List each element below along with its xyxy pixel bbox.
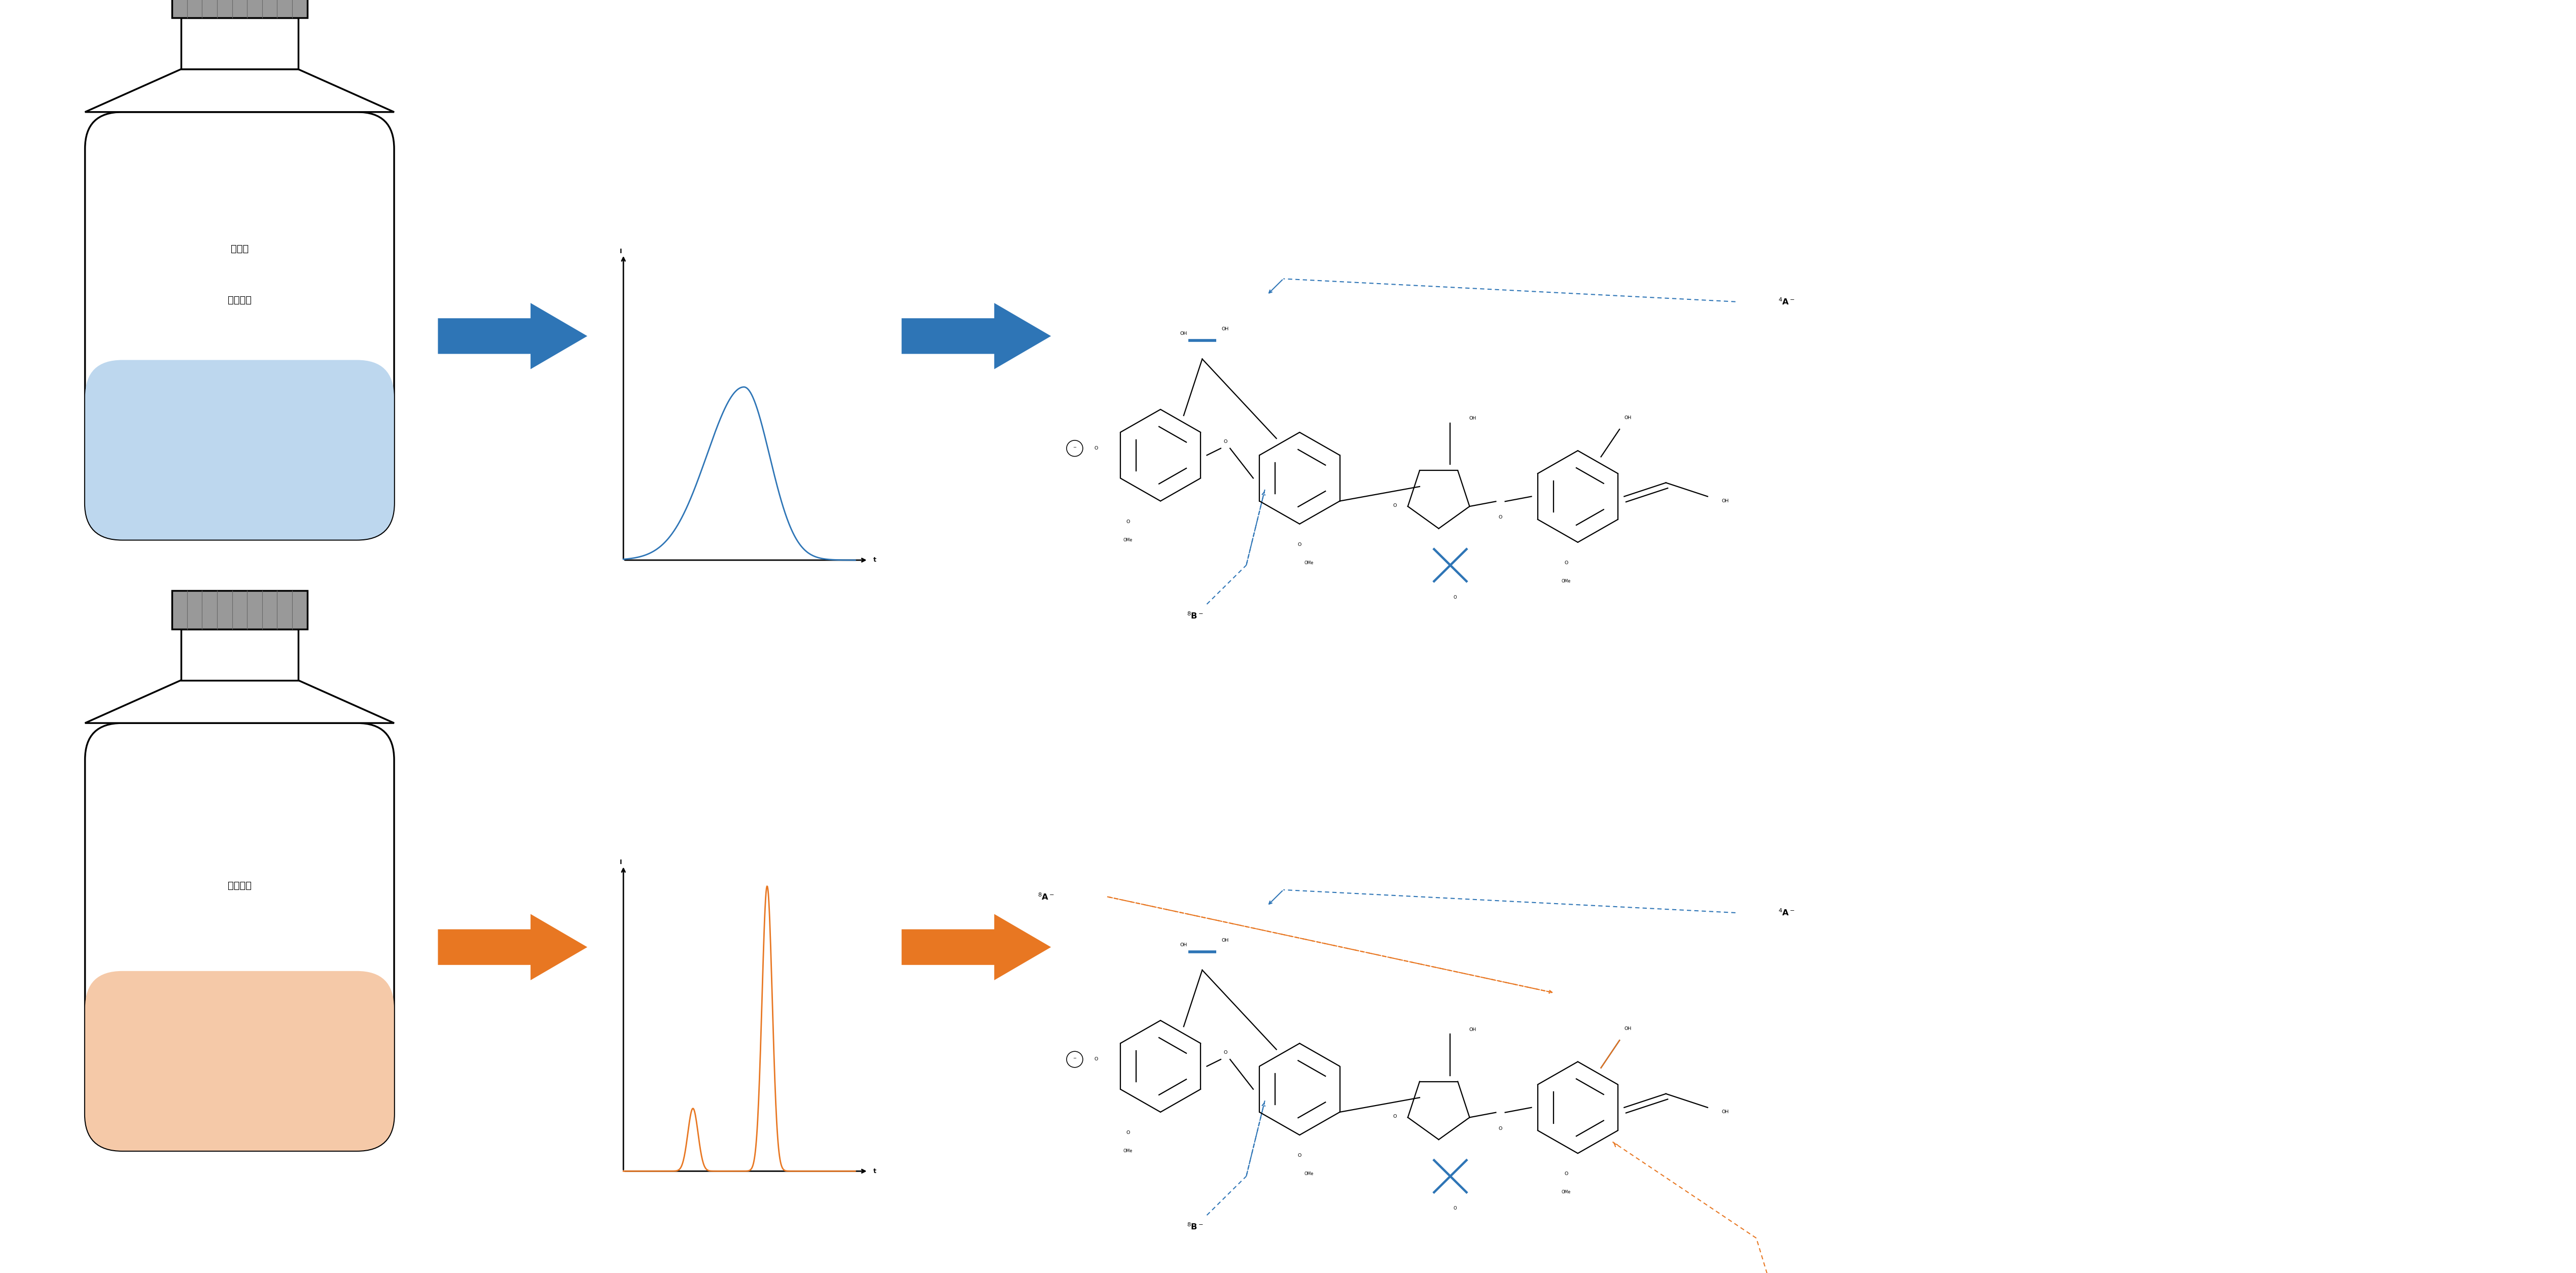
Text: O: O [1564, 560, 1569, 565]
Bar [180, 18, 299, 69]
Text: O: O [1298, 1153, 1301, 1158]
Polygon shape [85, 69, 394, 112]
Text: 아세트산: 아세트산 [227, 295, 252, 306]
Bar [173, 0, 307, 18]
FancyBboxPatch shape [85, 971, 394, 1151]
Polygon shape [902, 303, 1051, 369]
Text: O: O [1394, 503, 1396, 508]
Text: O: O [1564, 1171, 1569, 1176]
Text: OMe: OMe [1303, 560, 1314, 565]
Text: OH: OH [1721, 1110, 1728, 1114]
Text: $^8$B$^-$: $^8$B$^-$ [1188, 611, 1203, 620]
Text: O: O [1499, 516, 1502, 519]
Text: OMe: OMe [1303, 1171, 1314, 1176]
Text: OH: OH [1623, 415, 1631, 420]
Text: O: O [1126, 1130, 1131, 1136]
Text: O: O [1224, 1050, 1226, 1055]
Text: t: t [873, 1167, 876, 1175]
Text: OH: OH [1468, 1027, 1476, 1032]
Text: OMe: OMe [1123, 537, 1133, 542]
FancyBboxPatch shape [85, 360, 394, 540]
Text: $^4$A$^-$: $^4$A$^-$ [1777, 908, 1795, 918]
Text: 아세트산: 아세트산 [227, 881, 252, 890]
Text: OH: OH [1180, 331, 1188, 336]
Text: O: O [1126, 519, 1131, 524]
Bar [173, 591, 307, 629]
Text: $^4$A$^-$: $^4$A$^-$ [1777, 297, 1795, 307]
Text: O: O [1453, 594, 1455, 600]
Text: $^8$B$^-$: $^8$B$^-$ [1188, 1222, 1203, 1231]
Text: O: O [1499, 1127, 1502, 1130]
Bar [180, 629, 299, 680]
Text: OH: OH [1468, 416, 1476, 421]
Text: $^8$A$^-$: $^8$A$^-$ [1038, 892, 1054, 901]
Text: O: O [1298, 542, 1301, 547]
Polygon shape [85, 680, 394, 723]
Text: OMe: OMe [1561, 579, 1571, 583]
Text: −: − [1074, 1057, 1077, 1060]
Text: OH: OH [1623, 1026, 1631, 1031]
Text: OH: OH [1721, 499, 1728, 503]
Text: O: O [1095, 1057, 1097, 1062]
Text: O: O [1453, 1206, 1455, 1211]
Text: O: O [1394, 1114, 1396, 1119]
Text: OMe: OMe [1561, 1190, 1571, 1194]
Text: OH: OH [1221, 938, 1229, 942]
Text: O: O [1095, 446, 1097, 451]
Polygon shape [438, 303, 587, 369]
Polygon shape [438, 914, 587, 980]
Text: −: − [1074, 446, 1077, 449]
FancyBboxPatch shape [85, 112, 394, 540]
Text: OMe: OMe [1123, 1148, 1133, 1153]
Text: OH: OH [1180, 942, 1188, 947]
Text: O: O [1224, 439, 1226, 444]
Text: 암모넴: 암모넴 [232, 244, 247, 253]
FancyBboxPatch shape [85, 723, 394, 1151]
Polygon shape [902, 914, 1051, 980]
Text: t: t [873, 556, 876, 564]
Text: OH: OH [1221, 327, 1229, 331]
